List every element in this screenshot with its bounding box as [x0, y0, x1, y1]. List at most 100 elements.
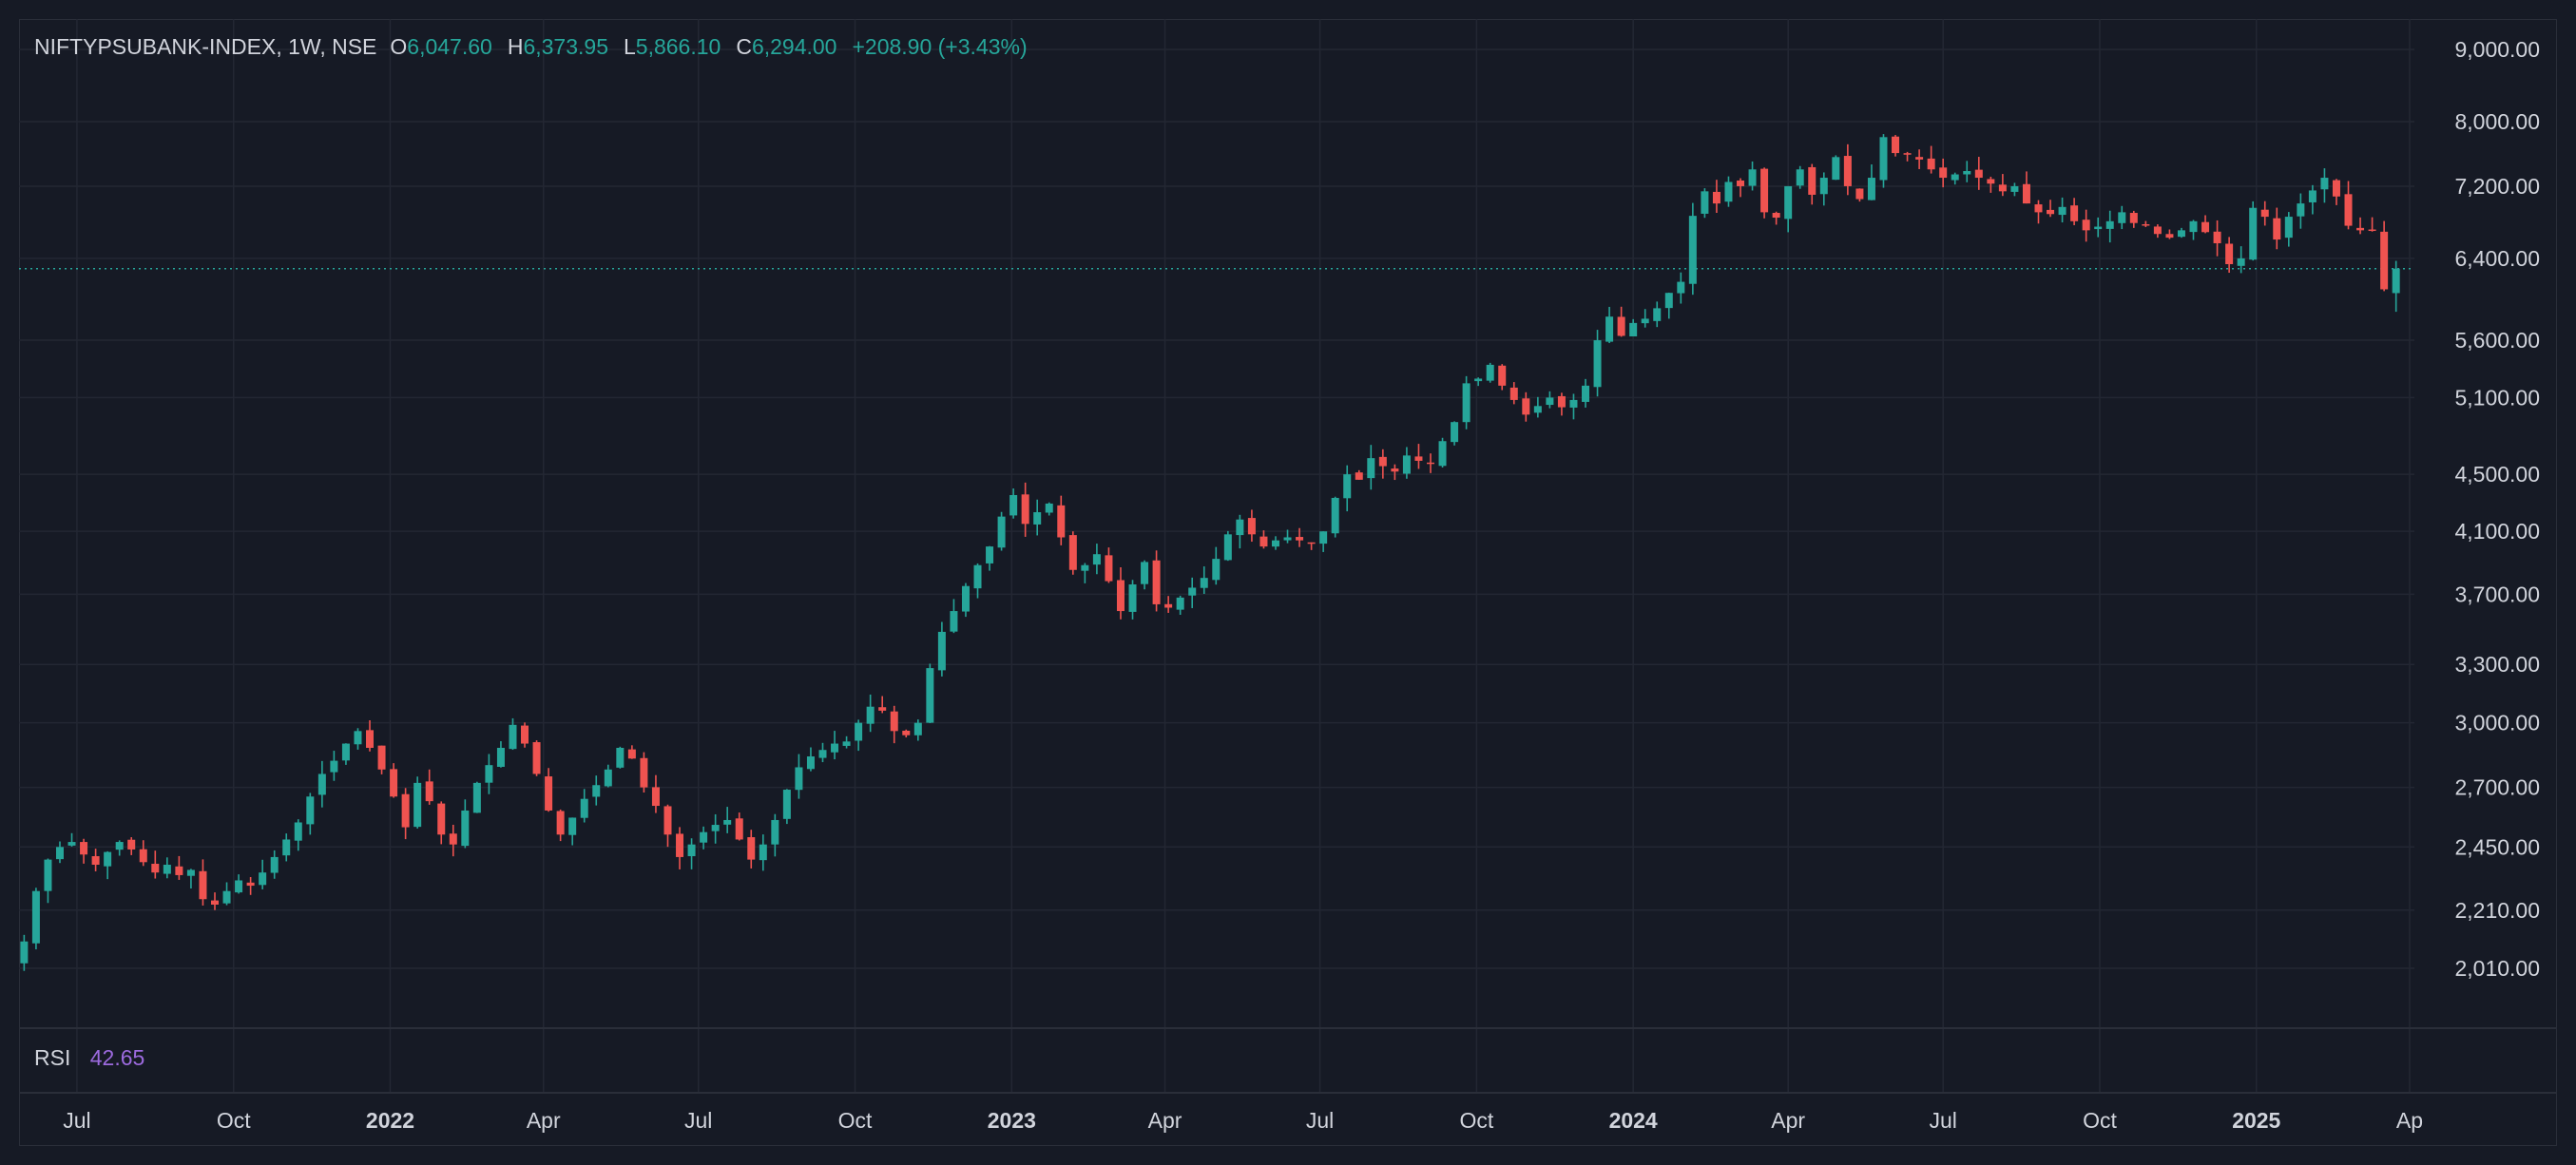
- candle[interactable]: [2297, 193, 2305, 229]
- candle[interactable]: [1009, 488, 1018, 519]
- candle[interactable]: [1021, 482, 1029, 537]
- candle[interactable]: [80, 838, 88, 864]
- candle[interactable]: [532, 740, 541, 776]
- candle[interactable]: [1593, 330, 1602, 397]
- time-axis[interactable]: Jul Oct 2022 Apr Jul Oct 2023 Apr Jul Oct 2024 Apr J…: [63, 1108, 2423, 1133]
- candle[interactable]: [1486, 362, 1494, 383]
- candle[interactable]: [1283, 529, 1292, 544]
- candle[interactable]: [890, 705, 898, 744]
- candle[interactable]: [2082, 209, 2090, 242]
- candle[interactable]: [1617, 306, 1625, 337]
- candle[interactable]: [425, 769, 433, 805]
- candle[interactable]: [771, 813, 779, 857]
- candle[interactable]: [413, 776, 422, 829]
- candle[interactable]: [640, 752, 648, 793]
- candle[interactable]: [1141, 560, 1149, 590]
- candle[interactable]: [1569, 393, 1578, 420]
- candle[interactable]: [1664, 292, 1673, 319]
- candle[interactable]: [139, 840, 147, 867]
- candle[interactable]: [104, 850, 112, 880]
- candle[interactable]: [1426, 453, 1434, 473]
- candle[interactable]: [855, 719, 863, 752]
- candle[interactable]: [509, 717, 517, 751]
- candle[interactable]: [747, 830, 756, 869]
- candle[interactable]: [961, 582, 970, 618]
- candle[interactable]: [151, 850, 160, 879]
- candle[interactable]: [2213, 220, 2221, 257]
- candle[interactable]: [91, 849, 100, 871]
- candle[interactable]: [663, 804, 672, 848]
- candle[interactable]: [568, 817, 577, 846]
- candle[interactable]: [1152, 550, 1161, 612]
- candle[interactable]: [1629, 318, 1638, 336]
- candle[interactable]: [711, 813, 720, 844]
- candle[interactable]: [1819, 172, 1828, 206]
- candle[interactable]: [723, 807, 732, 833]
- candle[interactable]: [735, 812, 743, 841]
- candle[interactable]: [545, 768, 553, 812]
- candle[interactable]: [1331, 496, 1339, 538]
- candle[interactable]: [437, 801, 446, 845]
- candle[interactable]: [1641, 309, 1649, 328]
- candle[interactable]: [1951, 172, 1959, 185]
- candle[interactable]: [2022, 171, 2030, 204]
- candle[interactable]: [2189, 220, 2198, 240]
- candle[interactable]: [186, 869, 195, 888]
- candle[interactable]: [1987, 176, 1995, 193]
- candle[interactable]: [2010, 182, 2019, 197]
- candle[interactable]: [1939, 158, 1948, 188]
- candle[interactable]: [1737, 178, 1745, 198]
- candle[interactable]: [1892, 135, 1900, 157]
- price-axis[interactable]: 9,000.00 8,000.00 7,200.00 6,400.00 5,600.00…: [2454, 37, 2540, 981]
- candle[interactable]: [1271, 536, 1279, 550]
- candle[interactable]: [2129, 210, 2138, 228]
- candle[interactable]: [2165, 229, 2174, 239]
- candle[interactable]: [1128, 580, 1137, 620]
- candle[interactable]: [687, 838, 696, 869]
- candle[interactable]: [1688, 202, 1697, 296]
- candle[interactable]: [1343, 465, 1352, 512]
- candle[interactable]: [700, 826, 708, 850]
- candle[interactable]: [1259, 530, 1268, 549]
- candle[interactable]: [449, 824, 457, 857]
- candle[interactable]: [2237, 246, 2245, 274]
- candle[interactable]: [1176, 595, 1184, 616]
- candle[interactable]: [1355, 469, 1363, 480]
- candle[interactable]: [592, 775, 601, 806]
- candle[interactable]: [2260, 201, 2269, 226]
- candle[interactable]: [282, 833, 291, 862]
- candle[interactable]: [1760, 167, 1769, 219]
- candle[interactable]: [986, 545, 994, 571]
- candle[interactable]: [472, 781, 481, 813]
- candle[interactable]: [2356, 217, 2365, 235]
- candle[interactable]: [259, 859, 267, 889]
- candle[interactable]: [341, 743, 350, 765]
- candle[interactable]: [782, 789, 791, 825]
- candle[interactable]: [1509, 382, 1518, 405]
- candle[interactable]: [2332, 179, 2340, 205]
- candle[interactable]: [317, 760, 326, 808]
- candle[interactable]: [1903, 151, 1912, 162]
- candle[interactable]: [1105, 547, 1113, 583]
- candle[interactable]: [211, 892, 220, 910]
- candle[interactable]: [1701, 188, 1709, 219]
- candle[interactable]: [1843, 143, 1852, 196]
- candle[interactable]: [1045, 502, 1053, 516]
- candle[interactable]: [2070, 198, 2079, 226]
- candle[interactable]: [842, 735, 851, 749]
- candle[interactable]: [485, 754, 493, 794]
- candle[interactable]: [2320, 168, 2329, 203]
- candle[interactable]: [1164, 596, 1173, 613]
- candle[interactable]: [1092, 544, 1101, 575]
- candle[interactable]: [1391, 464, 1399, 481]
- candle[interactable]: [1438, 437, 1447, 468]
- candle[interactable]: [2142, 220, 2150, 227]
- candle[interactable]: [937, 621, 946, 677]
- candle[interactable]: [1188, 577, 1197, 608]
- candle[interactable]: [270, 850, 279, 879]
- candle[interactable]: [831, 731, 839, 760]
- candle[interactable]: [1451, 421, 1459, 446]
- candle[interactable]: [1296, 527, 1304, 547]
- candle[interactable]: [1582, 378, 1590, 408]
- candle[interactable]: [604, 764, 612, 788]
